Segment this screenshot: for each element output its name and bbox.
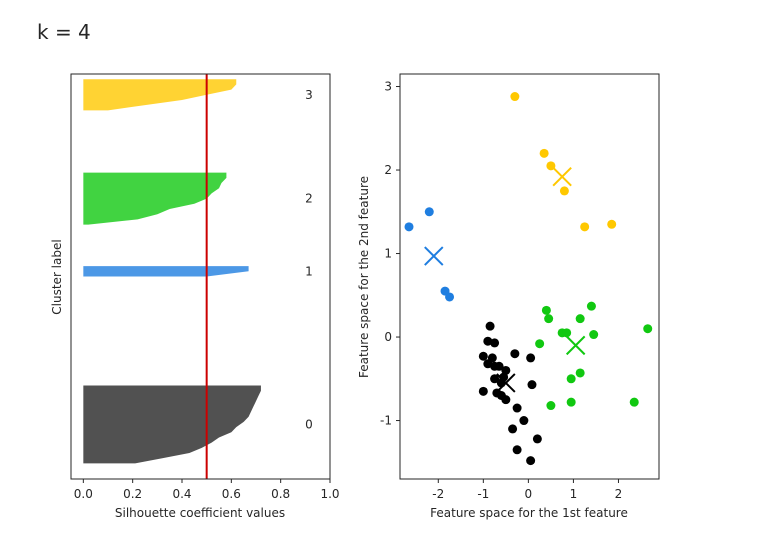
scatter-x-label: Feature space for the 1st feature xyxy=(430,506,628,520)
y-tick-label: 1 xyxy=(384,247,392,261)
point-cluster-3 xyxy=(580,222,590,232)
point-cluster-2 xyxy=(629,397,639,407)
y-tick-label: 2 xyxy=(384,163,392,177)
x-tick-label: 0.6 xyxy=(222,487,241,501)
silhouette-cluster-3 xyxy=(83,79,237,111)
feature-space-plot: -2 -1 0 1 2 -1 0 1 2 3 Feature space for the 1st… xyxy=(357,73,660,520)
point-cluster-0 xyxy=(478,386,488,396)
point-cluster-2 xyxy=(535,339,545,349)
x-tick-label: -1 xyxy=(477,487,489,501)
point-cluster-2 xyxy=(566,374,576,384)
scatter-y-label: Feature space for the 2nd feature xyxy=(357,176,371,378)
point-cluster-0 xyxy=(532,434,542,444)
point-cluster-0 xyxy=(490,374,500,384)
point-cluster-0 xyxy=(483,359,493,369)
scatter-axes-frame xyxy=(399,73,660,480)
x-tick-label: 1 xyxy=(570,487,578,501)
point-cluster-0 xyxy=(508,424,518,434)
point-cluster-3 xyxy=(607,219,617,229)
point-cluster-3 xyxy=(539,148,549,158)
point-cluster-0 xyxy=(527,380,537,390)
point-cluster-0 xyxy=(526,456,536,466)
scatter-y-ticks: -1 0 1 2 3 xyxy=(380,80,400,428)
point-cluster-0 xyxy=(512,403,522,413)
cluster-label-3: 3 xyxy=(305,88,313,102)
x-tick-label: 0.4 xyxy=(172,487,191,501)
x-tick-label: 0.0 xyxy=(74,487,93,501)
figure-title: k = 4 xyxy=(37,20,91,44)
x-tick-label: 0.2 xyxy=(123,487,142,501)
point-cluster-3 xyxy=(510,92,520,102)
point-cluster-0 xyxy=(510,349,520,359)
point-cluster-0 xyxy=(483,336,493,346)
x-tick-label: 0.8 xyxy=(271,487,290,501)
cluster-labels: 0 1 2 3 xyxy=(305,88,313,432)
point-cluster-1 xyxy=(445,292,455,302)
point-cluster-2 xyxy=(562,328,572,338)
silhouette-fills xyxy=(83,79,261,464)
silhouette-cluster-2 xyxy=(83,172,227,225)
point-cluster-1 xyxy=(424,207,434,217)
point-cluster-0 xyxy=(501,395,511,405)
point-cluster-2 xyxy=(586,301,596,311)
silhouette-x-ticks: 0.0 0.2 0.4 0.6 0.8 1.0 xyxy=(74,479,340,501)
point-cluster-0 xyxy=(526,353,536,363)
point-cluster-3 xyxy=(559,186,569,196)
point-cluster-0 xyxy=(512,445,522,455)
x-tick-label: 2 xyxy=(615,487,623,501)
center-marker-cluster-0 xyxy=(496,373,516,393)
point-cluster-0 xyxy=(494,361,504,371)
x-tick-label: 1.0 xyxy=(320,487,339,501)
point-cluster-2 xyxy=(541,305,551,315)
cluster-label-1: 1 xyxy=(305,264,313,278)
y-tick-label: 0 xyxy=(384,330,392,344)
point-cluster-0 xyxy=(485,321,495,331)
silhouette-x-label: Silhouette coefficient values xyxy=(115,506,285,520)
point-cluster-2 xyxy=(566,397,576,407)
cluster-label-0: 0 xyxy=(305,417,313,431)
silhouette-cluster-1 xyxy=(83,266,249,277)
point-cluster-2 xyxy=(544,314,554,324)
point-cluster-2 xyxy=(575,314,585,324)
point-cluster-2 xyxy=(546,401,556,411)
cluster-centers xyxy=(424,167,586,393)
center-marker-cluster-2 xyxy=(565,335,586,356)
point-cluster-2 xyxy=(575,368,585,378)
y-tick-label: -1 xyxy=(380,414,392,428)
silhouette-y-label: Cluster label xyxy=(50,239,64,314)
point-cluster-2 xyxy=(643,324,653,334)
silhouette-plot: 0.0 0.2 0.4 0.6 0.8 1.0 0 1 2 3 Silhouette coeff… xyxy=(50,73,340,520)
silhouette-cluster-0 xyxy=(83,385,261,464)
cluster-label-2: 2 xyxy=(305,192,313,206)
x-tick-label: 0 xyxy=(525,487,533,501)
point-cluster-0 xyxy=(478,351,488,361)
center-marker-cluster-3 xyxy=(552,167,572,187)
scatter-x-ticks: -2 -1 0 1 2 xyxy=(432,479,622,501)
silhouette-axes-frame xyxy=(70,73,331,480)
point-cluster-2 xyxy=(589,330,599,340)
scatter-points xyxy=(404,92,653,466)
point-cluster-0 xyxy=(490,338,500,348)
y-tick-label: 3 xyxy=(384,80,392,94)
point-cluster-1 xyxy=(404,222,414,232)
center-marker-cluster-1 xyxy=(424,246,444,266)
x-tick-label: -2 xyxy=(432,487,444,501)
point-cluster-0 xyxy=(519,416,529,426)
